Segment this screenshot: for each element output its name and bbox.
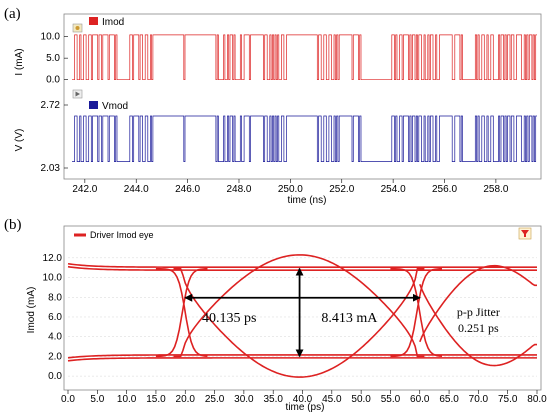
imod-y-tick-label: 5.0 — [46, 53, 60, 64]
imod-trace — [72, 34, 537, 81]
imod-legend-swatch — [89, 17, 98, 25]
eye-upper-lobe — [173, 254, 425, 358]
vmod-y-tick-label: 2.03 — [41, 163, 61, 174]
panel-a-x-tick-label: 250.0 — [278, 184, 303, 195]
imod-y-tick-label: 10.0 — [41, 32, 61, 43]
imod-legend-label: Imod — [102, 17, 124, 28]
eye-lower-lobe — [173, 267, 425, 378]
panel-b-y-tick-label: 12.0 — [43, 253, 63, 264]
panel-a-x-tick-label: 242.0 — [72, 184, 97, 195]
panel-b-x-tick-label: 15.0 — [146, 394, 166, 405]
panel-a-x-tick-label: 256.0 — [432, 184, 457, 195]
panel-b-x-tick-label: 60.0 — [410, 394, 430, 405]
vmod-legend-label: Vmod — [102, 101, 128, 112]
imod-y-tick-label: 0.0 — [46, 75, 60, 86]
panel-a-x-tick-label: 248.0 — [226, 184, 251, 195]
panel-b-x-tick-label: 45.0 — [322, 394, 342, 405]
vmod-subplot: Vmod 2.72 2.03 V (V) — [14, 89, 537, 174]
eye-width-label: 40.135 ps — [202, 311, 256, 326]
panel-a-x-tick-label: 246.0 — [175, 184, 200, 195]
panel-b-x-tick-label: 20.0 — [176, 394, 196, 405]
eye-height-label: 8.413 mA — [321, 311, 378, 326]
color-swatch-icon[interactable] — [72, 23, 83, 33]
eye-legend-label: Driver Imod eye — [90, 230, 154, 240]
panel-b-y-tick-label: 0.0 — [48, 371, 62, 382]
eye-rising-edge-right — [390, 267, 443, 358]
panel-b-x-tick-label: 25.0 — [205, 394, 225, 405]
panel-b-x-tick-label: 40.0 — [293, 394, 313, 405]
panel-b-x-axis-title: time (ps) — [286, 402, 325, 413]
vmod-legend-swatch — [89, 101, 98, 109]
panel-b-x-tick-label: 35.0 — [263, 394, 283, 405]
panel-a-x-tick-label: 252.0 — [329, 184, 354, 195]
panel-b-x-tick-label: 10.0 — [117, 394, 137, 405]
panel-a-x-axis-title: time (ns) — [288, 195, 327, 206]
eye-upper-lobe-next — [419, 264, 537, 343]
panel-b-x-tick-label: 50.0 — [351, 394, 371, 405]
play-triangle-icon[interactable] — [72, 89, 83, 99]
panel-b-x-tick-label: 80.0 — [527, 394, 547, 405]
vmod-y-tick-label: 2.72 — [41, 100, 61, 111]
panel-b-x-tick-label: 75.0 — [498, 394, 518, 405]
vmod-y-axis-title: V (V) — [14, 129, 25, 152]
panel-b-y-tick-label: 10.0 — [43, 273, 63, 284]
panel-b-x-tick-label: 0.0 — [61, 394, 75, 405]
panel-b-y-tick-label: 6.0 — [48, 312, 62, 323]
panel-b-x-tick-label: 30.0 — [234, 394, 254, 405]
panel-b-y-axis-title: Imod (mA) — [26, 287, 37, 334]
panel-a-x-tick-label: 254.0 — [381, 184, 406, 195]
panel-b: Driver Imod eye 0.02.04.06.08.010.012.0 … — [26, 225, 547, 413]
jitter-title-label: p-p Jitter — [457, 305, 500, 319]
imod-y-axis-title: I (mA) — [14, 48, 25, 75]
filter-funnel-icon[interactable] — [518, 227, 532, 240]
panel-b-y-tick-label: 4.0 — [48, 332, 62, 343]
panel-a-label: (a) — [4, 6, 21, 22]
panel-a-x-tick-label: 244.0 — [124, 184, 149, 195]
panel-b-x-tick-label: 55.0 — [381, 394, 401, 405]
eye-rising-edge-left — [155, 267, 208, 358]
panel-a: Imod 10.0 5.0 0.0 I (mA) Vmod 2.72 2.03 V (… — [14, 13, 542, 206]
panel-b-y-tick-label: 8.0 — [48, 292, 62, 303]
eye-falling-edge-right — [390, 267, 443, 357]
panel-b-y-tick-label: 2.0 — [48, 351, 62, 362]
panel-a-frame — [63, 13, 542, 180]
panel-b-label: (b) — [4, 217, 22, 233]
eye-high-rail — [67, 262, 537, 268]
panel-a-x-tick-label: 258.0 — [483, 184, 508, 195]
eye-falling-edge-left — [155, 267, 208, 357]
panel-b-x-tick-label: 5.0 — [90, 394, 104, 405]
eye-low-rail — [67, 357, 537, 362]
panel-b-x-tick-label: 65.0 — [439, 394, 459, 405]
panel-b-x-tick-label: 70.0 — [469, 394, 489, 405]
vmod-trace — [72, 115, 537, 162]
imod-subplot: Imod 10.0 5.0 0.0 I (mA) — [14, 17, 537, 86]
eye-lower-lobe-next — [419, 283, 537, 367]
jitter-value-label: 0.251 ps — [458, 321, 499, 335]
